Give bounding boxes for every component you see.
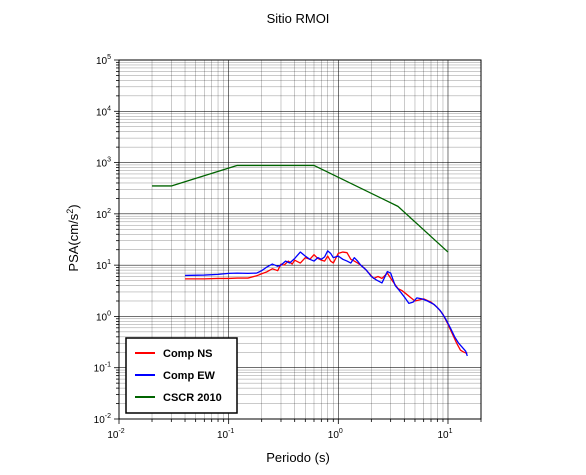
x-tick-label-exponent: -1 bbox=[228, 428, 234, 435]
series-group bbox=[152, 164, 468, 357]
series-line-3 bbox=[152, 164, 449, 253]
y-axis-label-close: ) bbox=[66, 204, 81, 208]
chart-title: Sitio RMOI bbox=[267, 11, 330, 26]
y-tick-label-exponent: -1 bbox=[105, 362, 111, 369]
y-tick-label-exponent: 3 bbox=[107, 157, 111, 164]
y-tick-label-exponent: 1 bbox=[107, 259, 111, 266]
x-axis-label: Periodo (s) bbox=[266, 450, 330, 465]
y-tick-label-exponent: 2 bbox=[107, 208, 111, 215]
tick-marks bbox=[114, 59, 482, 424]
y-axis-label-superscript: 2 bbox=[65, 209, 75, 214]
y-tick-label-exponent: 5 bbox=[107, 54, 111, 61]
y-axis-label: PSA(cm/s2) bbox=[65, 204, 81, 271]
legend: Comp NS Comp EW CSCR 2010 bbox=[125, 337, 238, 414]
y-tick-label-exponent: 4 bbox=[107, 105, 111, 112]
grid bbox=[118, 59, 482, 420]
legend-label-1: Comp NS bbox=[163, 348, 213, 360]
y-tick-label-exponent: -2 bbox=[105, 413, 111, 420]
x-tick-label-exponent: -2 bbox=[118, 428, 124, 435]
series-line-2 bbox=[185, 250, 468, 357]
plot-frame bbox=[118, 59, 482, 420]
legend-label-2: Comp EW bbox=[163, 370, 216, 382]
y-axis-label-base: PSA(cm/s bbox=[66, 213, 81, 271]
legend-label-3: CSCR 2010 bbox=[163, 392, 222, 404]
x-tick-label-exponent: 1 bbox=[449, 428, 453, 435]
y-tick-label-exponent: 0 bbox=[107, 310, 111, 317]
x-tick-label-exponent: 0 bbox=[339, 428, 343, 435]
